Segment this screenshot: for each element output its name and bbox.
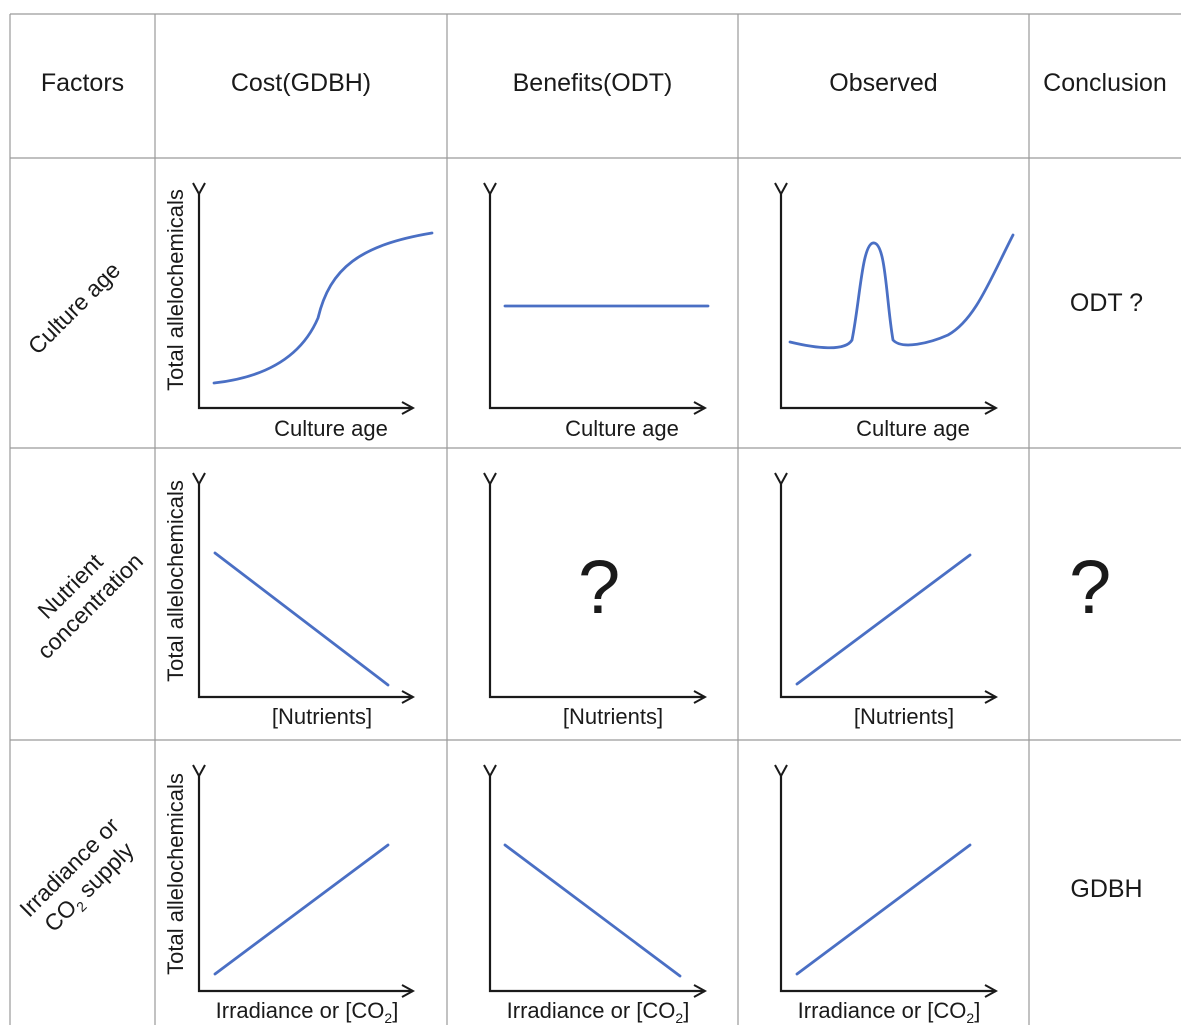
x-axis-label-cost-r3: Irradiance or [CO2] (216, 998, 399, 1025)
x-axis-label-benefits-r1: Culture age (565, 416, 679, 441)
y-axis-label-r3: Total allelochemicals (163, 773, 188, 975)
y-axis-label-r1: Total allelochemicals (163, 189, 188, 391)
conclusion-irradiance: GDBH (1070, 875, 1143, 903)
curve-observed-irradiance-increasing (795, 843, 972, 976)
axes-benefits-r3 (490, 776, 705, 991)
axes-benefits-r1 (490, 194, 705, 408)
y-axis-label-r2: Total allelochemicals (163, 480, 188, 682)
x-axis-label-benefits-r3: Irradiance or [CO2] (507, 998, 690, 1025)
x-axis-label-observed-r1: Culture age (856, 416, 970, 441)
curve-cost-irradiance-increasing (213, 843, 390, 976)
x-axis-label-cost-r1: Culture age (274, 416, 388, 441)
curve-observed-culture-age-peak (788, 233, 1015, 350)
x-axis-label-observed-r2: [Nutrients] (854, 704, 954, 729)
header-benefits: Benefits(ODT) (512, 69, 673, 97)
header-conclusion: Conclusion (1043, 69, 1167, 97)
x-axis-label-benefits-r2: [Nutrients] (563, 704, 663, 729)
axes-benefits-r2 (490, 484, 705, 697)
conclusion-nutrients: ? (1069, 545, 1112, 630)
curve-cost-nutrients-decreasing (213, 551, 390, 687)
header-cost: Cost(GDBH) (230, 69, 372, 97)
curve-cost-culture-age-sigmoid (212, 231, 434, 385)
benefits-unknown-mark: ? (578, 545, 621, 630)
x-axis-label-observed-r3: Irradiance or [CO2] (798, 998, 981, 1025)
header-factors: Factors (40, 69, 125, 97)
x-axis-label-cost-r2: [Nutrients] (272, 704, 372, 729)
curve-observed-nutrients-increasing (795, 553, 972, 686)
header-observed: Observed (829, 69, 938, 97)
axes-cost-r1 (199, 194, 413, 408)
axes-observed-r1 (781, 194, 996, 408)
axes-cost-r3 (199, 776, 413, 991)
conclusion-culture-age: ODT ? (1069, 289, 1144, 317)
axes-observed-r3 (781, 776, 996, 991)
axes-observed-r2 (781, 484, 996, 697)
axes-cost-r2 (199, 484, 413, 697)
curve-benefits-irradiance-decreasing (503, 843, 682, 978)
